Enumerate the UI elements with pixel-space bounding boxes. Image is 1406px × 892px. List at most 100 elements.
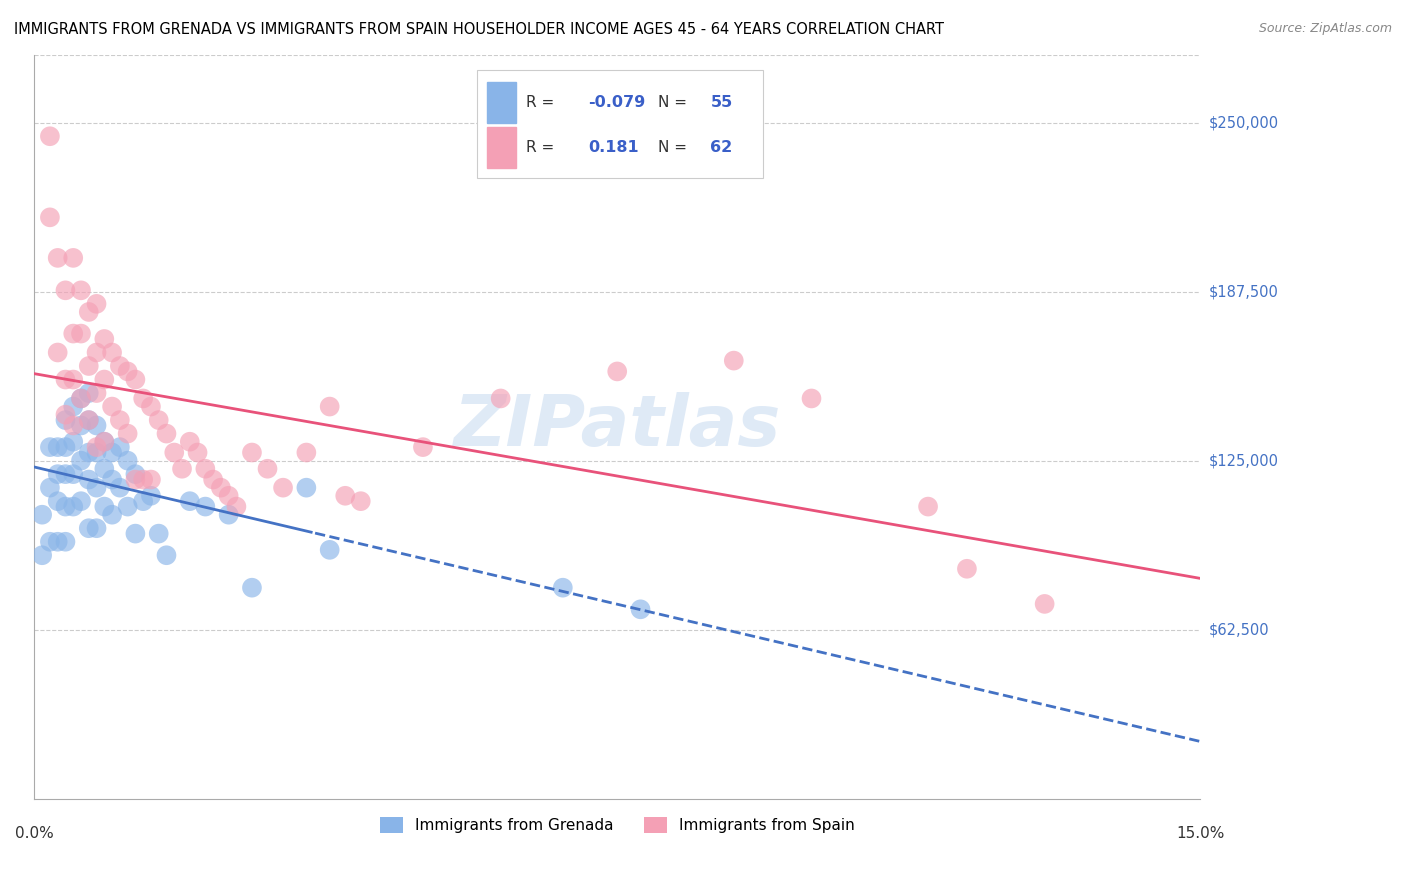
Point (55, 467, 77, 482)
Text: Source: ZipAtlas.com: Source: ZipAtlas.com (1258, 22, 1392, 36)
Point (62, 434, 84, 449)
Point (77, 386, 100, 401)
Point (108, 359, 131, 373)
Point (108, 481, 131, 495)
Point (70, 418, 93, 433)
Point (101, 473, 124, 487)
Point (39, 481, 62, 495)
Point (39, 440, 62, 454)
Point (1033, 597, 1056, 611)
Point (132, 473, 155, 487)
Point (46, 494, 69, 508)
Point (86, 445, 108, 459)
Text: 62: 62 (710, 140, 733, 155)
Point (117, 500, 139, 514)
Point (132, 392, 155, 406)
Point (956, 562, 979, 576)
Point (62, 400, 84, 414)
Point (606, 364, 628, 378)
Text: ZIPatlas: ZIPatlas (454, 392, 780, 461)
Point (77, 413, 100, 427)
Text: -0.079: -0.079 (588, 95, 645, 110)
Point (124, 372, 146, 386)
Point (489, 392, 512, 406)
Bar (486, 128, 516, 168)
Point (202, 473, 225, 487)
Text: N =: N = (658, 140, 692, 155)
Point (194, 461, 217, 475)
Point (93, 332, 115, 346)
Point (86, 345, 108, 359)
Point (93, 461, 115, 475)
Point (225, 500, 247, 514)
Point (148, 413, 170, 427)
Point (39, 211, 62, 225)
Point (31, 548, 53, 562)
Point (350, 494, 373, 508)
Point (70, 283, 93, 297)
Point (108, 440, 131, 454)
Text: $125,000: $125,000 (1208, 453, 1278, 468)
Point (62, 372, 84, 386)
Text: 15.0%: 15.0% (1175, 826, 1225, 841)
Point (117, 453, 139, 467)
Point (218, 508, 240, 522)
Point (86, 521, 108, 535)
Point (295, 481, 318, 495)
Point (117, 364, 139, 378)
Bar (486, 82, 516, 123)
Text: R =: R = (526, 95, 560, 110)
Point (46, 467, 69, 482)
Point (209, 481, 232, 495)
Point (93, 500, 115, 514)
Point (194, 500, 217, 514)
Point (124, 526, 146, 541)
Point (800, 392, 823, 406)
Point (77, 473, 100, 487)
Text: 0.0%: 0.0% (15, 826, 53, 841)
Point (179, 434, 201, 449)
Point (139, 400, 162, 414)
Point (551, 581, 574, 595)
Text: $250,000: $250,000 (1208, 115, 1278, 130)
Point (86, 440, 108, 454)
Point (70, 453, 93, 467)
Point (70, 494, 93, 508)
Point (240, 445, 263, 459)
Point (39, 129, 62, 144)
Point (93, 434, 115, 449)
Point (630, 602, 652, 616)
Point (39, 534, 62, 549)
Text: $62,500: $62,500 (1208, 622, 1270, 637)
Point (55, 413, 77, 427)
Text: N =: N = (658, 95, 692, 110)
Point (271, 481, 294, 495)
Point (62, 500, 84, 514)
Point (86, 386, 108, 401)
Point (70, 392, 93, 406)
Legend: Immigrants from Grenada, Immigrants from Spain: Immigrants from Grenada, Immigrants from… (374, 811, 860, 839)
Point (46, 440, 69, 454)
Text: 55: 55 (710, 95, 733, 110)
Point (77, 359, 100, 373)
Point (124, 467, 146, 482)
Point (46, 534, 69, 549)
Point (93, 434, 115, 449)
Point (62, 251, 84, 265)
Point (124, 473, 146, 487)
Point (93, 372, 115, 386)
Text: R =: R = (526, 140, 560, 155)
Point (70, 392, 93, 406)
Point (318, 542, 340, 557)
Point (86, 418, 108, 433)
Point (86, 481, 108, 495)
Point (101, 508, 124, 522)
Point (295, 445, 318, 459)
Point (108, 413, 131, 427)
Point (31, 508, 53, 522)
Point (55, 440, 77, 454)
Point (55, 372, 77, 386)
Point (101, 445, 124, 459)
Point (139, 489, 162, 503)
Text: 0.181: 0.181 (588, 140, 638, 155)
